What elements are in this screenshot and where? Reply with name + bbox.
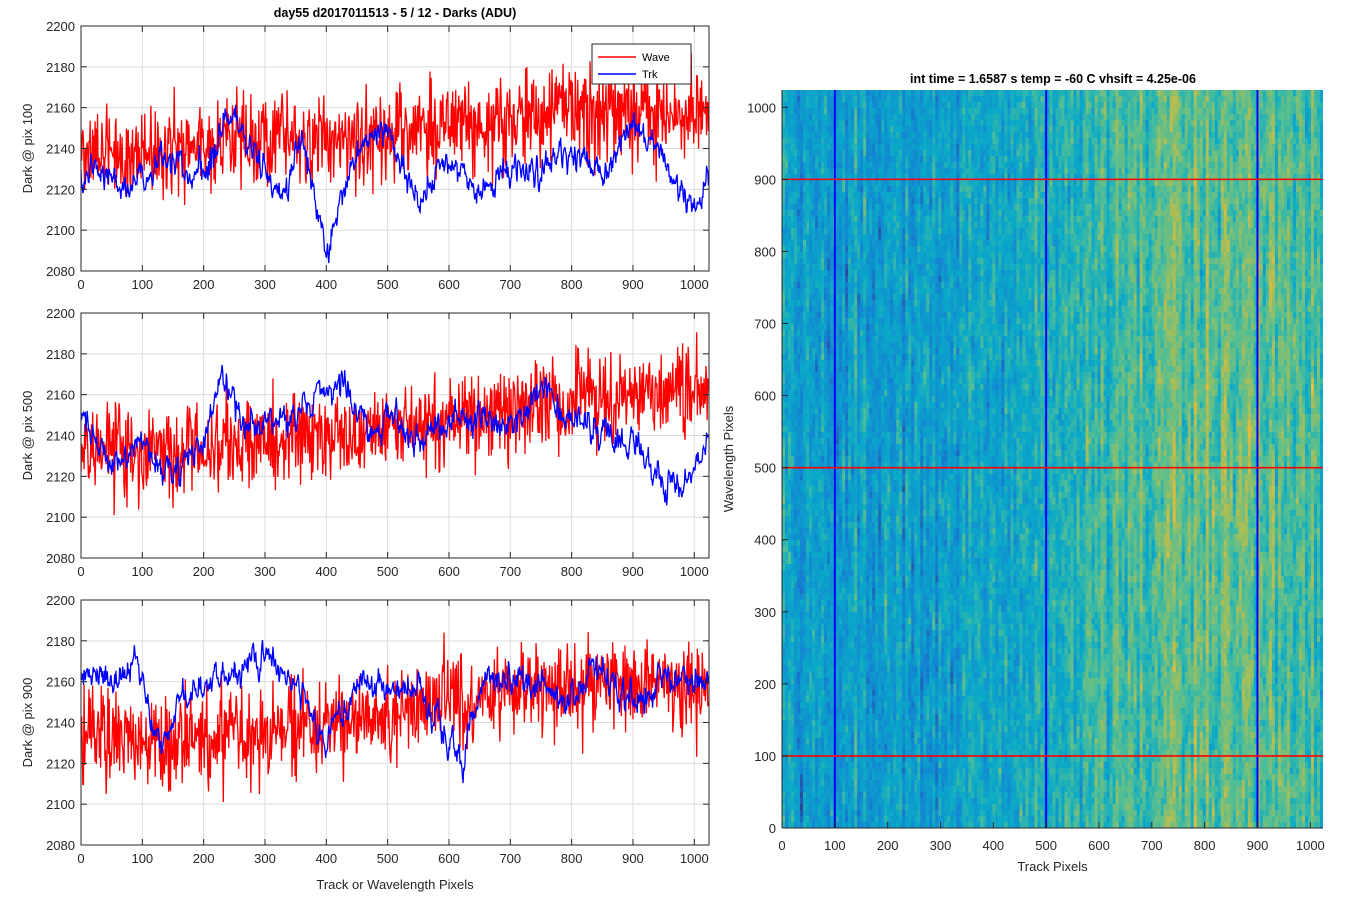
- x-tick-label: 1000: [680, 277, 709, 292]
- x-tick-label: 900: [622, 564, 644, 579]
- y-tick-label: 2140: [46, 716, 75, 731]
- y-tick-label: 2120: [46, 182, 75, 197]
- x-tick-label: 900: [622, 851, 644, 866]
- x-tick-label: 600: [438, 564, 460, 579]
- y-tick-label: 2180: [46, 634, 75, 649]
- y-tick-label: 2080: [46, 264, 75, 279]
- x-tick-label: 300: [254, 851, 276, 866]
- y-tick-label: 2080: [46, 838, 75, 853]
- y-tick-label: 2100: [46, 797, 75, 812]
- y-tick-label: 2200: [46, 306, 75, 321]
- x-tick-label: 500: [377, 277, 399, 292]
- line-panel-pix500: 0 100 200 300 400 500 600 700 800 900 1000 2080 2100…: [20, 306, 709, 579]
- x-tick-label: 700: [499, 851, 521, 866]
- y-tick-label: 2160: [46, 675, 75, 690]
- y-tick-label: 2160: [46, 388, 75, 403]
- x-tick-label: 700: [499, 564, 521, 579]
- legend-label-wave: Wave: [642, 52, 670, 64]
- x-tick-label: 100: [131, 277, 153, 292]
- line-panel-pix100: 0 100 200 300 400 500 600 700 800 900 1000 2080 2100…: [20, 19, 709, 292]
- y-tick-label: 2160: [46, 101, 75, 116]
- x-tick-label: 100: [131, 851, 153, 866]
- x-tick-label: 0: [77, 564, 84, 579]
- x-tick-label: 300: [254, 564, 276, 579]
- x-tick-label: 300: [254, 277, 276, 292]
- x-tick-label: 200: [193, 277, 215, 292]
- legend-label-trk: Trk: [642, 69, 658, 81]
- x-tick-label: 200: [193, 851, 215, 866]
- y-axis-label: Dark @ pix 100: [20, 104, 35, 194]
- x-tick-label: 400: [315, 564, 337, 579]
- y-tick-label: 2140: [46, 429, 75, 444]
- y-axis-label: Dark @ pix 900: [20, 678, 35, 768]
- x-axis-label: Track or Wavelength Pixels: [316, 877, 474, 892]
- y-tick-label: 2140: [46, 142, 75, 157]
- x-tick-label: 0: [77, 277, 84, 292]
- y-tick-label: 2180: [46, 60, 75, 75]
- x-tick-label: 1000: [680, 851, 709, 866]
- y-tick-label: 2080: [46, 551, 75, 566]
- x-tick-label: 200: [193, 564, 215, 579]
- x-tick-label: 0: [77, 851, 84, 866]
- heatmap-image: [782, 90, 1324, 829]
- x-tick-label: 800: [561, 851, 583, 866]
- y-tick-label: 2100: [46, 223, 75, 238]
- x-tick-label: 600: [438, 851, 460, 866]
- x-tick-label: 600: [438, 277, 460, 292]
- y-tick-label: 2180: [46, 347, 75, 362]
- x-tick-label: 700: [499, 277, 521, 292]
- y-tick-label: 2120: [46, 756, 75, 771]
- x-tick-label: 800: [561, 277, 583, 292]
- figure-suptitle: day55 d2017011513 - 5 / 12 - Darks (ADU): [274, 6, 517, 20]
- x-tick-label: 500: [377, 851, 399, 866]
- x-tick-label: 100: [131, 564, 153, 579]
- x-tick-label: 400: [315, 851, 337, 866]
- line-panel-pix900: 0 100 200 300 400 500 600 700 800 900 1000 2080 2100…: [20, 593, 709, 892]
- x-tick-label: 500: [377, 564, 399, 579]
- x-tick-label: 400: [315, 277, 337, 292]
- x-tick-label: 900: [622, 277, 644, 292]
- heatmap-panel: int time = 1.6587 s temp = -60 C vhsift …: [721, 72, 1325, 874]
- x-tick-label: 800: [561, 564, 583, 579]
- y-tick-label: 2200: [46, 593, 75, 608]
- y-tick-label: 2100: [46, 510, 75, 525]
- heatmap-title: int time = 1.6587 s temp = -60 C vhsift …: [910, 72, 1196, 86]
- y-tick-label: 2200: [46, 19, 75, 34]
- y-axis-label: Dark @ pix 500: [20, 391, 35, 481]
- x-tick-label: 1000: [680, 564, 709, 579]
- y-tick-label: 2120: [46, 469, 75, 484]
